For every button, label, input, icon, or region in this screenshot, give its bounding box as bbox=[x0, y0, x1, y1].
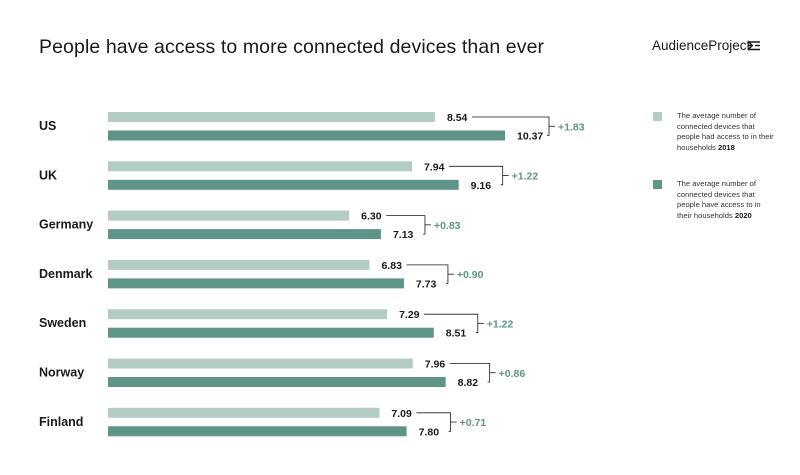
country-label-denmark: Denmark bbox=[39, 267, 93, 281]
country-label-germany: Germany bbox=[39, 218, 93, 232]
country-label-sweden: Sweden bbox=[39, 316, 86, 330]
value-label-sweden-2020: 8.51 bbox=[446, 328, 467, 340]
difference-label-norway: +0.86 bbox=[499, 368, 526, 380]
difference-label-finland: +0.71 bbox=[460, 417, 487, 429]
legend-swatch-2018 bbox=[653, 112, 662, 121]
value-label-uk-2018: 7.94 bbox=[424, 161, 445, 173]
difference-label-uk: +1.22 bbox=[512, 171, 539, 183]
bracket-finland bbox=[416, 412, 452, 432]
value-label-denmark-2020: 7.73 bbox=[416, 278, 437, 290]
bar-norway-2020 bbox=[108, 377, 446, 387]
value-label-sweden-2018: 7.29 bbox=[399, 309, 420, 321]
bar-norway-2018 bbox=[108, 358, 413, 369]
country-label-finland: Finland bbox=[39, 415, 83, 429]
value-label-finland-2018: 7.09 bbox=[391, 408, 412, 420]
value-label-denmark-2018: 6.83 bbox=[381, 260, 402, 272]
value-label-germany-2018: 6.30 bbox=[361, 211, 382, 223]
bar-denmark-2020 bbox=[108, 278, 404, 289]
bar-uk-2020 bbox=[108, 179, 459, 190]
value-label-norway-2020: 8.82 bbox=[458, 377, 479, 389]
country-label-us: US bbox=[39, 119, 56, 133]
value-label-finland-2020: 7.80 bbox=[419, 426, 440, 438]
bar-germany-2020 bbox=[108, 229, 381, 240]
difference-label-us: +1.83 bbox=[558, 121, 585, 133]
bar-uk-2018 bbox=[108, 161, 412, 172]
bar-sweden-2020 bbox=[108, 327, 434, 338]
bar-germany-2018 bbox=[108, 210, 350, 221]
value-label-germany-2020: 7.13 bbox=[393, 229, 414, 241]
difference-label-denmark: +0.90 bbox=[457, 269, 484, 281]
legend-text-2018: The average number of connected devices … bbox=[677, 111, 774, 152]
chart-title: People have access to more connected dev… bbox=[39, 36, 545, 58]
difference-label-germany: +0.83 bbox=[434, 220, 461, 232]
value-label-us-2018: 8.54 bbox=[447, 112, 468, 124]
country-label-norway: Norway bbox=[39, 366, 84, 380]
brand-name: AudienceProject bbox=[652, 38, 751, 53]
bar-sweden-2018 bbox=[108, 309, 388, 320]
bracket-germany bbox=[386, 215, 426, 235]
value-label-uk-2020: 9.16 bbox=[471, 180, 492, 192]
value-label-norway-2018: 7.96 bbox=[425, 359, 446, 371]
bar-us-2018 bbox=[108, 112, 435, 122]
bar-finland-2018 bbox=[108, 407, 380, 418]
legend-text-2020: The average number of connected devices … bbox=[677, 179, 761, 220]
country-label-uk: UK bbox=[39, 168, 57, 182]
value-label-us-2020: 10.37 bbox=[517, 131, 543, 143]
bar-us-2020 bbox=[108, 130, 505, 141]
difference-label-sweden: +1.22 bbox=[487, 318, 514, 330]
bar-denmark-2018 bbox=[108, 259, 370, 270]
bar-chart: US 8.54 10.37 +1.83 UK 7.94 9.16 +1.22 Germany 6.… bbox=[39, 112, 585, 438]
bar-finland-2020 bbox=[108, 426, 407, 437]
legend-swatch-2020 bbox=[653, 180, 662, 189]
brand-logo-icon bbox=[747, 40, 760, 51]
